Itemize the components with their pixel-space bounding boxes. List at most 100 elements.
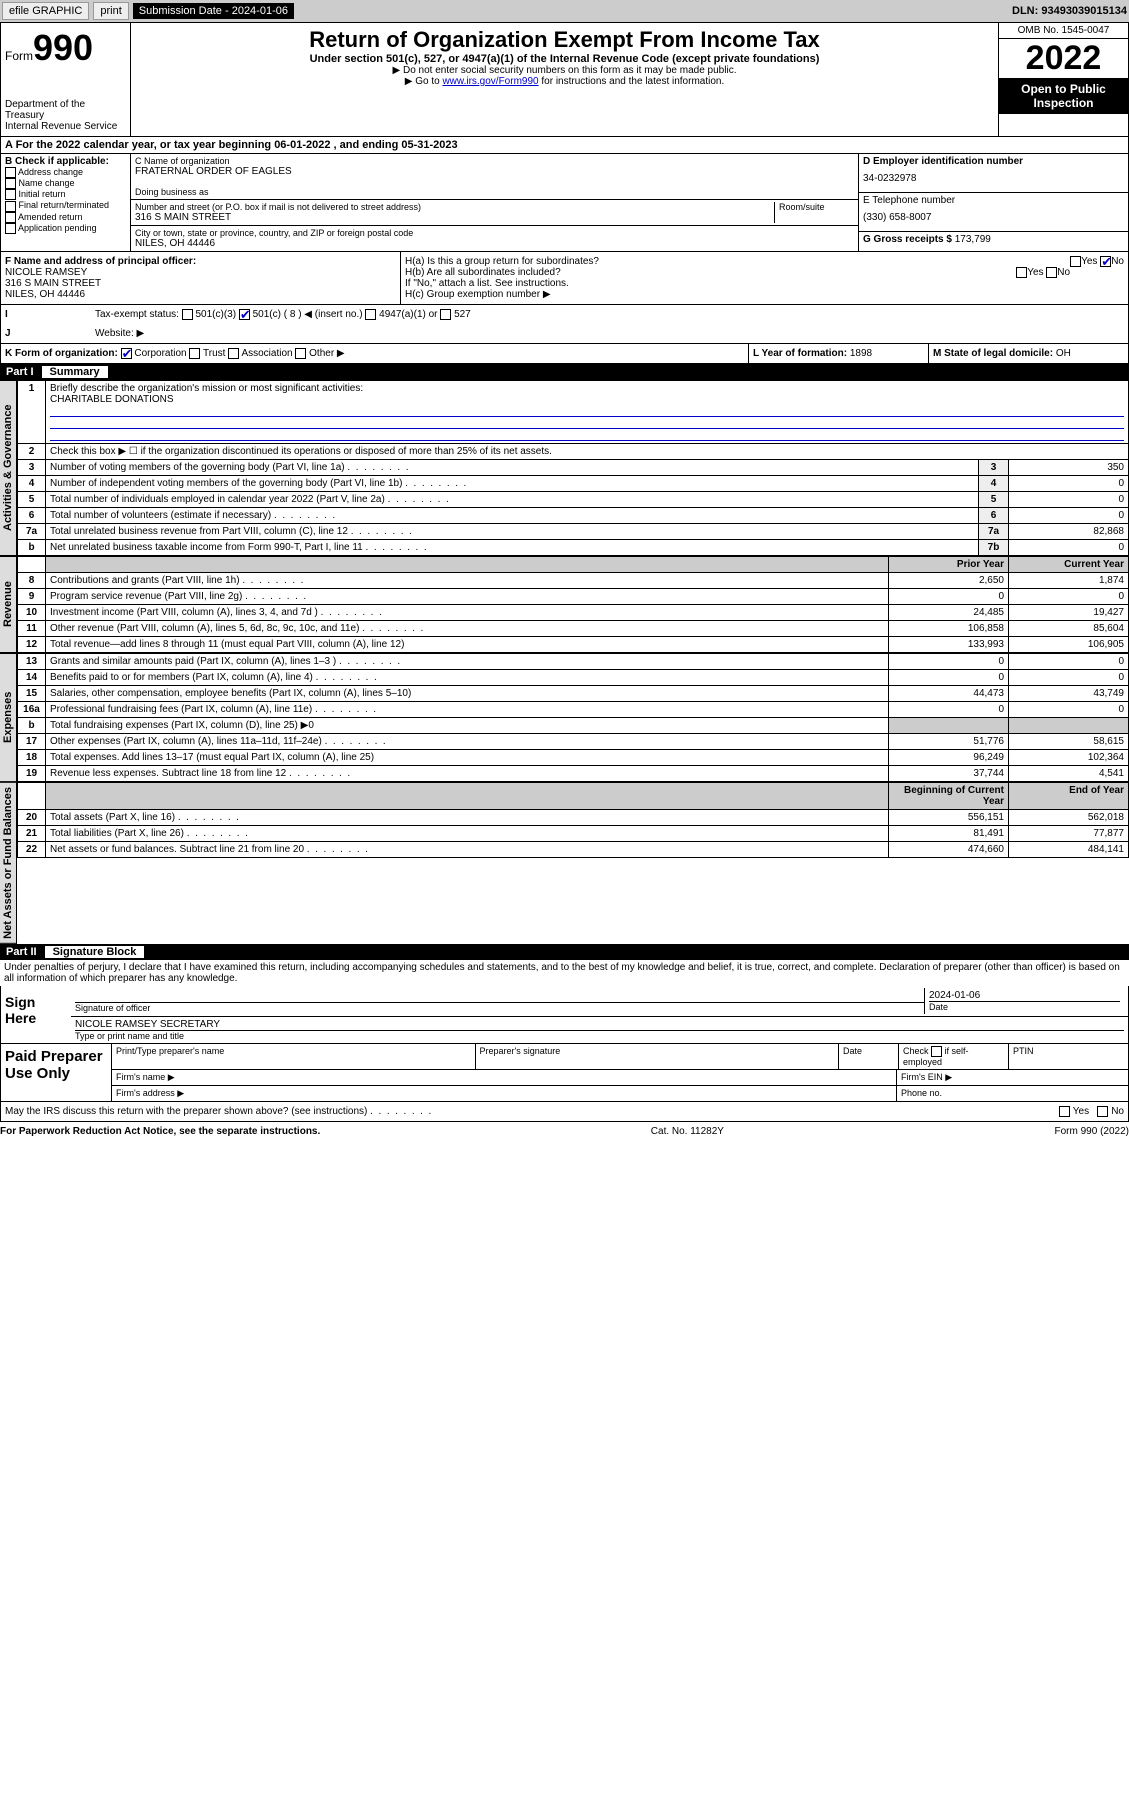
l21-prior: 81,491 (889, 826, 1009, 842)
org-name: FRATERNAL ORDER OF EAGLES (135, 166, 854, 177)
chk-name-change[interactable] (5, 178, 16, 189)
l13-desc: Grants and similar amounts paid (Part IX… (46, 654, 889, 670)
j-website: Website: ▶ (91, 324, 1128, 343)
submission-date-label: Submission Date - (139, 5, 232, 17)
prep-name-label: Print/Type preparer's name (111, 1044, 475, 1069)
l19-desc: Revenue less expenses. Subtract line 18 … (46, 766, 889, 782)
l-label: L Year of formation: (753, 348, 850, 359)
l5-desc: Total number of individuals employed in … (46, 492, 979, 508)
l10-desc: Investment income (Part VIII, column (A)… (46, 605, 889, 621)
l17-desc: Other expenses (Part IX, column (A), lin… (46, 734, 889, 750)
l16a-desc: Professional fundraising fees (Part IX, … (46, 702, 889, 718)
hb-label: H(b) Are all subordinates included? (405, 267, 561, 278)
part1-num: Part I (6, 366, 42, 378)
l11-desc: Other revenue (Part VIII, column (A), li… (46, 621, 889, 637)
l2-desc: Check this box ▶ ☐ if the organization d… (46, 444, 1129, 460)
l7a-val: 82,868 (1009, 524, 1129, 540)
chk-self-employed[interactable] (931, 1046, 942, 1057)
l5-val: 0 (1009, 492, 1129, 508)
summary-table-rev: Prior YearCurrent Year 8Contributions an… (17, 556, 1129, 653)
l18-curr: 102,364 (1009, 750, 1129, 766)
b-label: B Check if applicable: (5, 156, 126, 167)
l4-val: 0 (1009, 476, 1129, 492)
state-domicile: OH (1056, 348, 1071, 359)
firm-name-label: Firm's name ▶ (111, 1070, 896, 1085)
tab-revenue: Revenue (0, 556, 17, 653)
l22-curr: 484,141 (1009, 842, 1129, 858)
chk-other[interactable] (295, 348, 306, 359)
l7b-desc: Net unrelated business taxable income fr… (46, 540, 979, 556)
chk-initial-return[interactable] (5, 189, 16, 200)
l10-prior: 24,485 (889, 605, 1009, 621)
ptin-label: PTIN (1008, 1044, 1128, 1069)
l20-curr: 562,018 (1009, 810, 1129, 826)
l16a-prior: 0 (889, 702, 1009, 718)
chk-527[interactable] (440, 309, 451, 320)
dba-label: Doing business as (135, 187, 854, 197)
header-note1: ▶ Do not enter social security numbers o… (135, 65, 994, 76)
tab-activities-governance: Activities & Governance (0, 380, 17, 556)
chk-corp[interactable] (121, 348, 132, 359)
print-button[interactable]: print (93, 2, 128, 20)
irs-link[interactable]: www.irs.gov/Form990 (442, 76, 538, 87)
cat-no: Cat. No. 11282Y (651, 1126, 724, 1137)
prep-sig-label: Preparer's signature (475, 1044, 839, 1069)
efile-button[interactable]: efile GRAPHIC (2, 2, 89, 20)
l4-desc: Number of independent voting members of … (46, 476, 979, 492)
org-city: NILES, OH 44446 (135, 238, 854, 249)
i-label: Tax-exempt status: (95, 309, 179, 320)
chk-address-change[interactable] (5, 167, 16, 178)
chk-4947[interactable] (365, 309, 376, 320)
form-subtitle: Under section 501(c), 527, or 4947(a)(1)… (135, 53, 994, 65)
l6-val: 0 (1009, 508, 1129, 524)
ha-label: H(a) Is this a group return for subordin… (405, 256, 599, 267)
l8-desc: Contributions and grants (Part VIII, lin… (46, 573, 889, 589)
chk-amended[interactable] (5, 212, 16, 223)
chk-hb-no[interactable] (1046, 267, 1057, 278)
chk-discuss-no[interactable] (1097, 1106, 1108, 1117)
l7a-desc: Total unrelated business revenue from Pa… (46, 524, 979, 540)
l6-desc: Total number of volunteers (estimate if … (46, 508, 979, 524)
sig-name-label: Type or print name and title (75, 1030, 1124, 1041)
sign-here-label: Sign Here (1, 986, 71, 1043)
chk-501c[interactable] (239, 309, 250, 320)
form-label: Form (5, 49, 33, 63)
chk-trust[interactable] (189, 348, 200, 359)
l1-val: CHARITABLE DONATIONS (50, 394, 174, 405)
l18-desc: Total expenses. Add lines 13–17 (must eq… (46, 750, 889, 766)
l3-desc: Number of voting members of the governin… (46, 460, 979, 476)
l3-val: 350 (1009, 460, 1129, 476)
l17-curr: 58,615 (1009, 734, 1129, 750)
l9-prior: 0 (889, 589, 1009, 605)
tab-expenses: Expenses (0, 653, 17, 782)
summary-table-exp: 13Grants and similar amounts paid (Part … (17, 653, 1129, 782)
chk-ha-no[interactable] (1100, 256, 1111, 267)
summary-table-ag: 1 Briefly describe the organization's mi… (17, 380, 1129, 556)
l18-prior: 96,249 (889, 750, 1009, 766)
hc-label: H(c) Group exemption number ▶ (405, 289, 1124, 300)
part1-title: Summary (42, 366, 108, 378)
l21-curr: 77,877 (1009, 826, 1129, 842)
sig-officer-label: Signature of officer (75, 1002, 924, 1013)
chk-final-return[interactable] (5, 201, 16, 212)
chk-discuss-yes[interactable] (1059, 1106, 1070, 1117)
summary-table-na: Beginning of Current YearEnd of Year 20T… (17, 782, 1129, 858)
hdr-end: End of Year (1009, 783, 1129, 810)
pra-notice: For Paperwork Reduction Act Notice, see … (0, 1126, 320, 1137)
l8-curr: 1,874 (1009, 573, 1129, 589)
chk-ha-yes[interactable] (1070, 256, 1081, 267)
chk-assoc[interactable] (228, 348, 239, 359)
dept-treasury: Department of the Treasury (5, 99, 126, 121)
top-toolbar: efile GRAPHIC print Submission Date - 20… (0, 0, 1129, 22)
l12-desc: Total revenue—add lines 8 through 11 (mu… (46, 637, 889, 653)
chk-app-pending[interactable] (5, 223, 16, 234)
chk-501c3[interactable] (182, 309, 193, 320)
l14-prior: 0 (889, 670, 1009, 686)
l14-curr: 0 (1009, 670, 1129, 686)
chk-hb-yes[interactable] (1016, 267, 1027, 278)
gross-receipts: 173,799 (955, 234, 991, 245)
l1-desc: Briefly describe the organization's miss… (50, 383, 363, 394)
l13-curr: 0 (1009, 654, 1129, 670)
phone-label: Phone no. (896, 1086, 1128, 1101)
sig-date-label: Date (929, 1001, 1120, 1012)
